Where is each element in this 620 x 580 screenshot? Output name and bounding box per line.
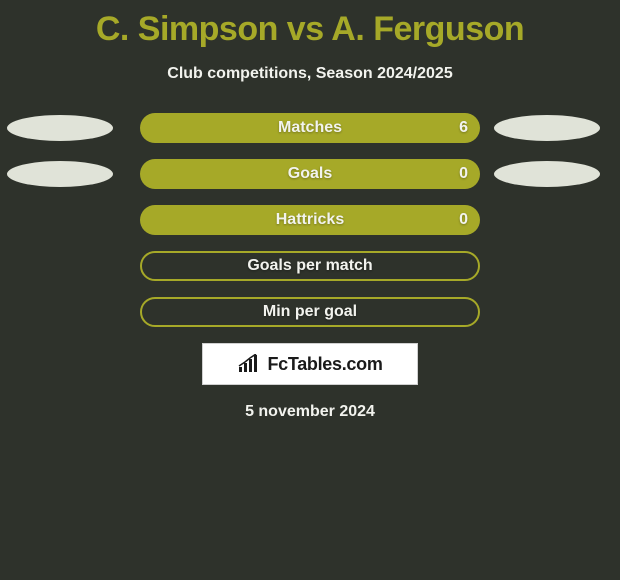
brand-logo: FcTables.com xyxy=(202,343,418,385)
stat-bar: Goals per match xyxy=(140,251,480,281)
chart-icon xyxy=(237,354,261,374)
stat-label: Hattricks xyxy=(276,211,344,229)
right-ellipse xyxy=(494,115,600,141)
stat-label: Goals per match xyxy=(247,257,372,275)
brand-text: FcTables.com xyxy=(267,354,382,375)
stat-bar: Hattricks 0 xyxy=(140,205,480,235)
date-text: 5 november 2024 xyxy=(0,403,620,421)
stat-bar: Goals 0 xyxy=(140,159,480,189)
stat-value: 0 xyxy=(459,165,468,183)
stat-row-goals: Goals 0 xyxy=(0,159,620,189)
stat-label: Matches xyxy=(278,119,342,137)
left-ellipse xyxy=(7,161,113,187)
stat-row-hattricks: Hattricks 0 xyxy=(0,205,620,235)
subtitle: Club competitions, Season 2024/2025 xyxy=(0,65,620,83)
stat-label: Min per goal xyxy=(263,303,357,321)
left-ellipse xyxy=(7,115,113,141)
stat-row-min-per-goal: Min per goal xyxy=(0,297,620,327)
page-title: C. Simpson vs A. Ferguson xyxy=(0,0,620,49)
stat-label: Goals xyxy=(288,165,332,183)
stat-value: 6 xyxy=(459,119,468,137)
stat-row-goals-per-match: Goals per match xyxy=(0,251,620,281)
stat-rows: Matches 6 Goals 0 Hattricks 0 Goals per … xyxy=(0,113,620,327)
stat-value: 0 xyxy=(459,211,468,229)
stat-bar: Min per goal xyxy=(140,297,480,327)
stat-bar: Matches 6 xyxy=(140,113,480,143)
right-ellipse xyxy=(494,161,600,187)
stat-row-matches: Matches 6 xyxy=(0,113,620,143)
